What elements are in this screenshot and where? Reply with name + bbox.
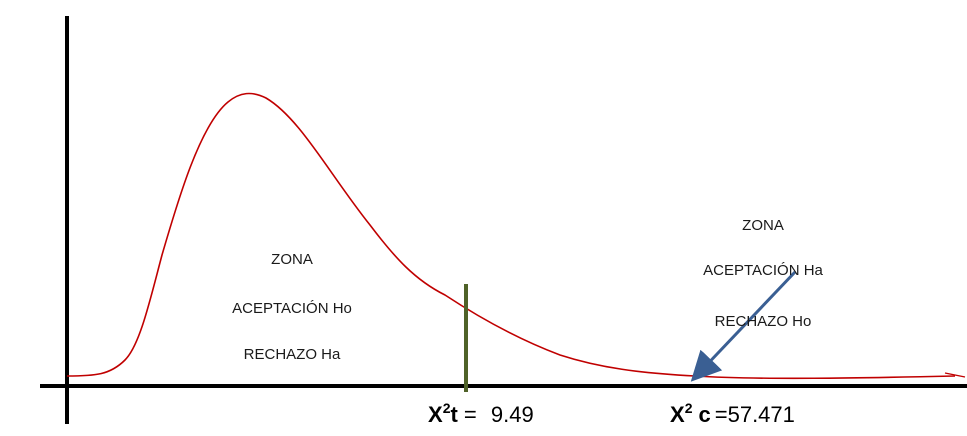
tabulated-superscript: 2 [442,400,451,416]
tabulated-symbol: X [428,402,443,427]
tabulated-value: 9.49 [490,402,534,427]
calculated-value-arrow [690,270,797,382]
left-zone-line-1: ZONA [271,251,313,268]
calculated-suffix: c [698,402,711,427]
calculated-equals: = [714,402,728,427]
right-zone-line-2: ACEPTACIÓN Ha [703,262,823,279]
left-zone-line-3: RECHAZO Ha [243,346,341,363]
calculated-value: 57.471 [727,402,795,427]
distribution-curve [66,92,956,380]
tabulated-equals: = [457,402,483,427]
curve-tail [944,372,966,378]
tabulated-suffix: t [450,402,458,427]
calculated-symbol: X [670,402,685,427]
calculated-superscript: 2 [684,400,693,416]
left-zone-line-2: ACEPTACIÓN Ho [232,300,352,317]
right-zone-line-1: ZONA [742,217,784,234]
calculated-chi-square-label: X2 c =57.471 [670,400,795,428]
right-zone-line-3: RECHAZO Ho [714,313,812,330]
tabulated-chi-square-label: X2t = 9.49 [428,400,534,428]
